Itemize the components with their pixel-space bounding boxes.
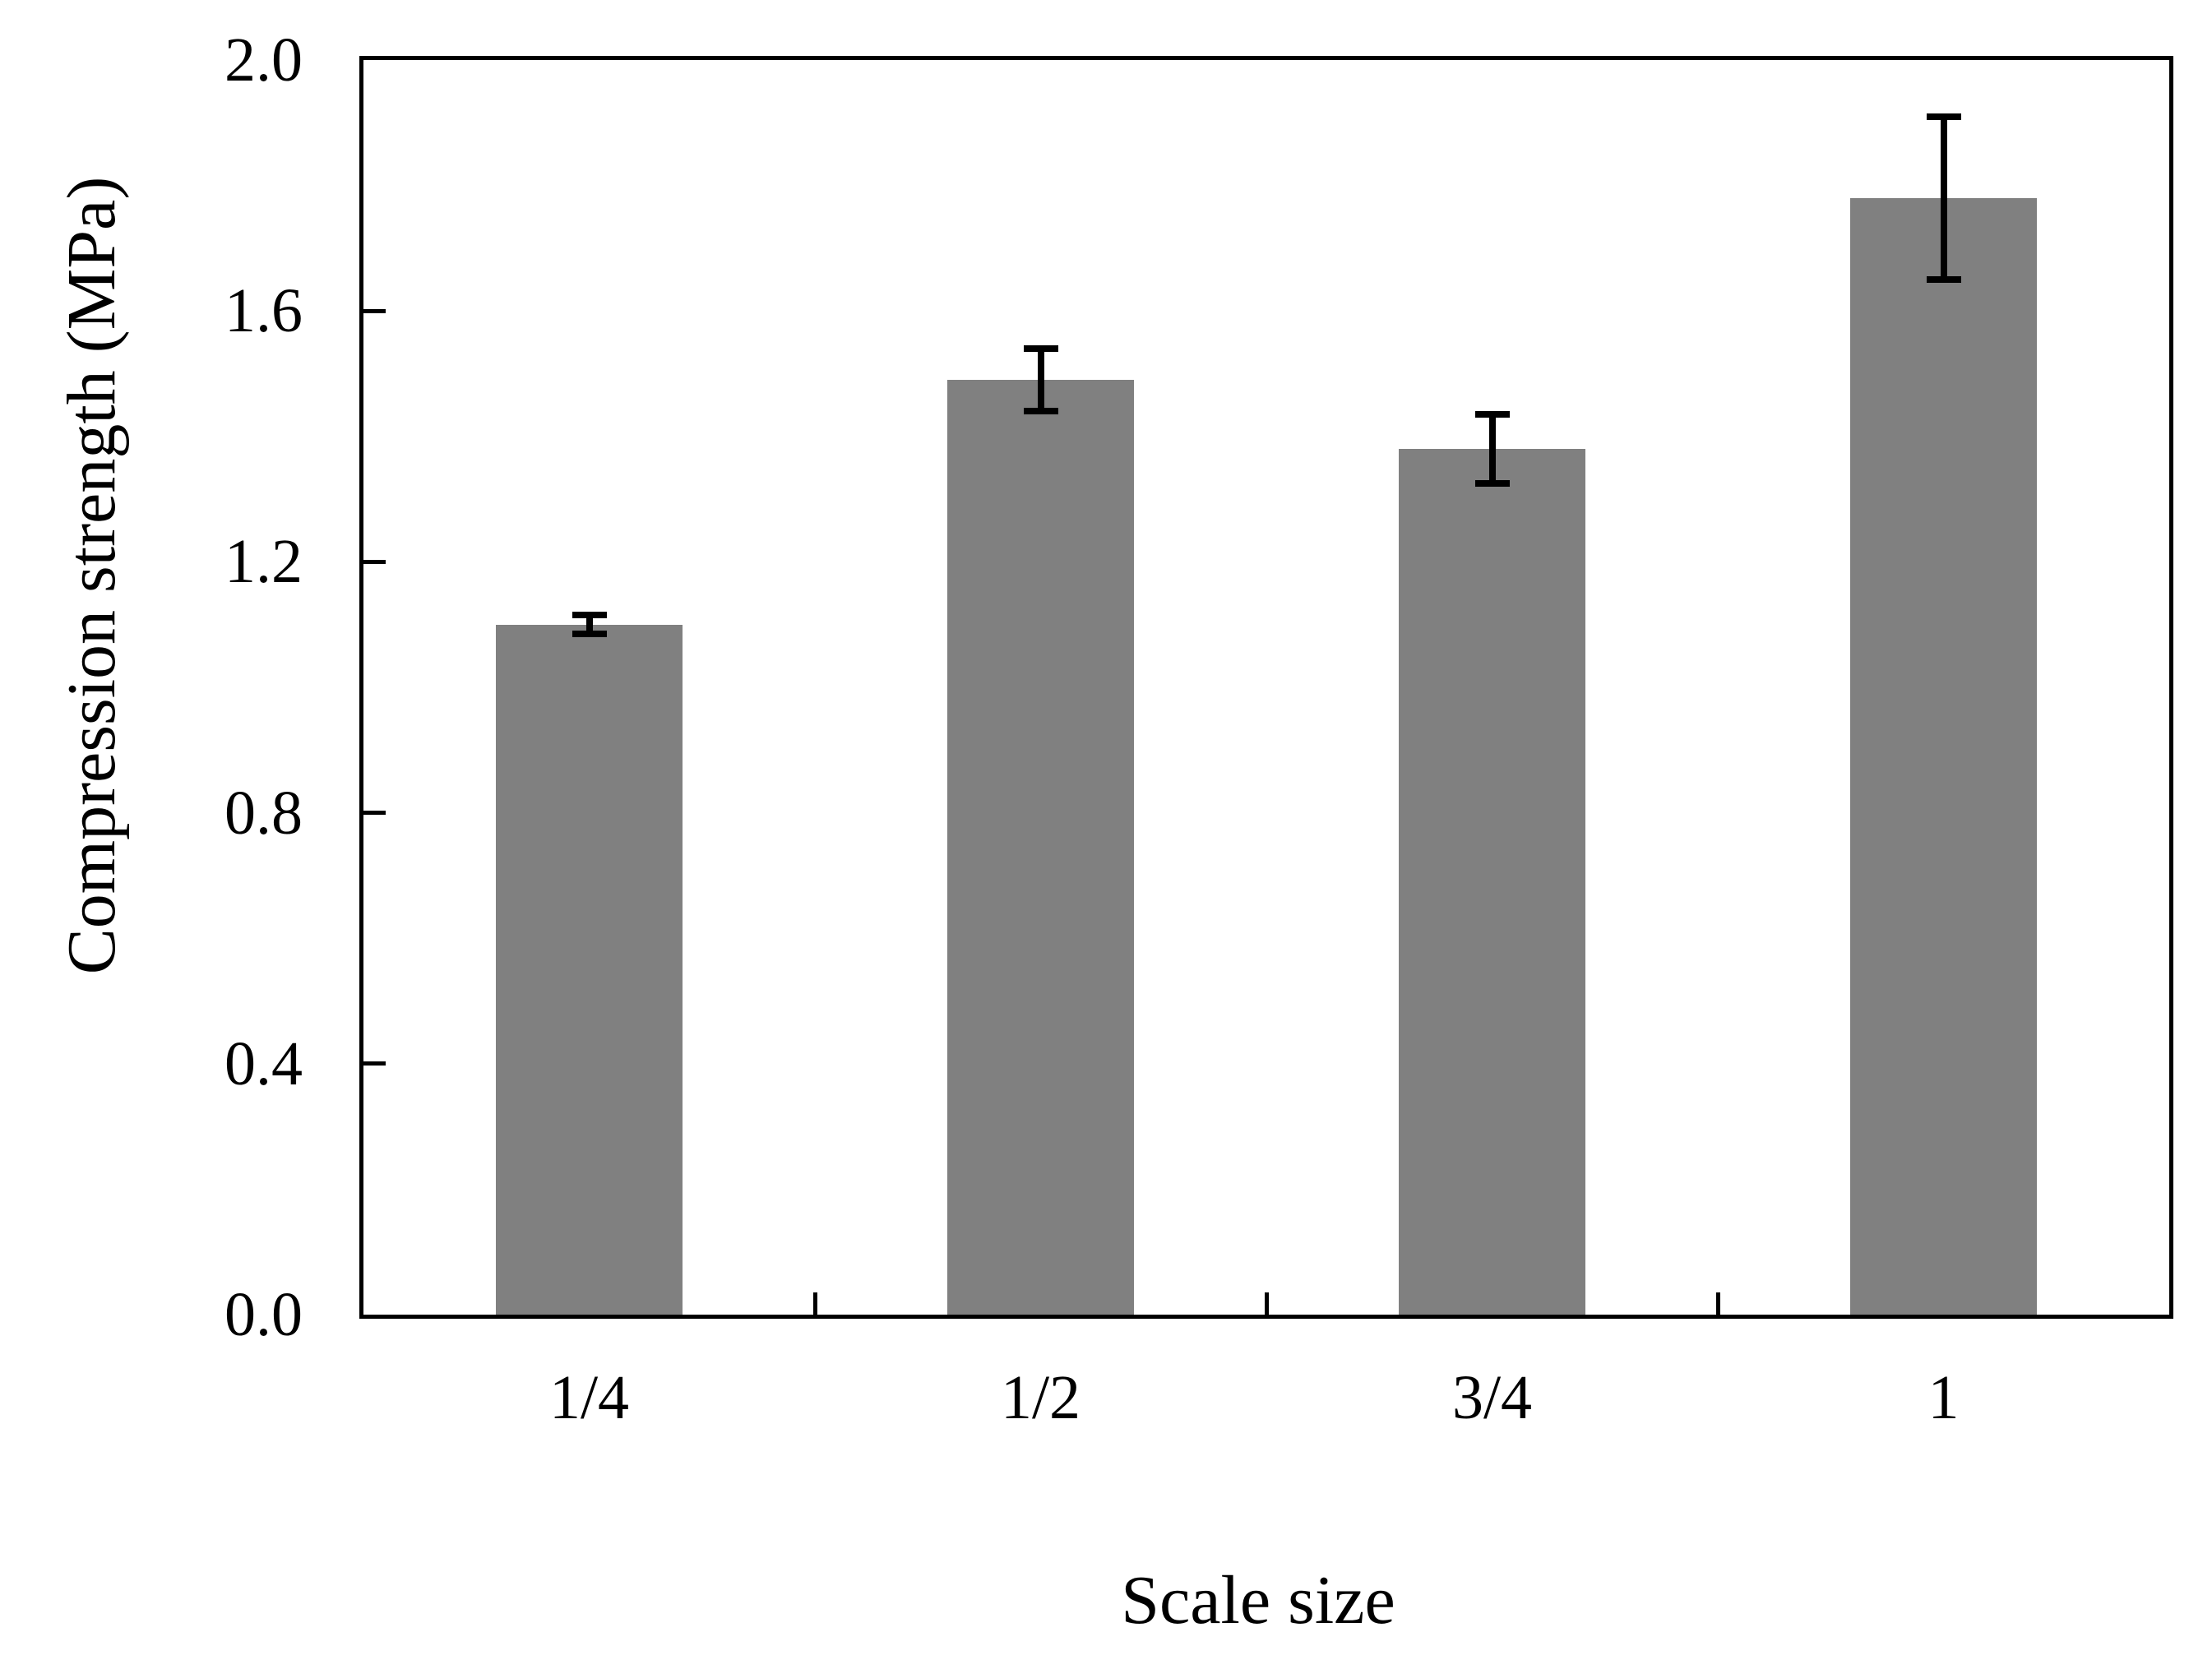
y-axis-title: Compression strength (MPa) (53, 176, 130, 975)
y-tick-label-0.4: 0.4 (224, 1029, 303, 1098)
error-bar-line-1/4 (585, 615, 593, 635)
x-tick-label-1/2: 1/2 (1000, 1363, 1081, 1432)
error-bar-top-cap-1/2 (1023, 344, 1058, 352)
x-tick-boundary-3 (1715, 1292, 1720, 1315)
error-bar-line-1 (1940, 116, 1947, 280)
error-bar-line-1/2 (1037, 348, 1044, 412)
y-tick-label-2.0: 2.0 (224, 25, 303, 95)
y-tick-label-0.8: 0.8 (224, 778, 303, 848)
y-tick-1.2 (363, 559, 386, 564)
bar-3/4 (1399, 449, 1585, 1315)
y-tick-label-1.6: 1.6 (224, 276, 303, 346)
y-tick-0.4 (363, 1061, 386, 1066)
y-tick-1.6 (363, 308, 386, 313)
x-tick-boundary-2 (1264, 1292, 1269, 1315)
x-tick-boundary-1 (812, 1292, 817, 1315)
x-tick-label-3/4: 3/4 (1451, 1363, 1533, 1432)
x-tick-label-1: 1 (1927, 1363, 1960, 1432)
error-bar-bottom-cap-1/4 (572, 631, 607, 638)
error-bar-line-3/4 (1488, 414, 1496, 484)
error-bar-top-cap-1 (1926, 113, 1961, 120)
error-bar-bottom-cap-1/2 (1023, 408, 1058, 415)
plot-area (359, 56, 2173, 1319)
x-tick-label-1/4: 1/4 (548, 1363, 630, 1432)
y-tick-label-0.0: 0.0 (224, 1280, 303, 1349)
error-bar-bottom-cap-1 (1926, 276, 1961, 284)
error-bar-top-cap-3/4 (1474, 411, 1510, 418)
y-tick-label-1.2: 1.2 (224, 527, 303, 597)
x-axis-title: Scale size (1121, 1562, 1395, 1639)
bar-1/4 (496, 624, 683, 1315)
y-tick-0.8 (363, 811, 386, 816)
bar-1 (1850, 197, 2037, 1315)
error-bar-top-cap-1/4 (572, 612, 607, 619)
error-bar-bottom-cap-3/4 (1474, 480, 1510, 488)
bar-1/2 (947, 380, 1134, 1315)
